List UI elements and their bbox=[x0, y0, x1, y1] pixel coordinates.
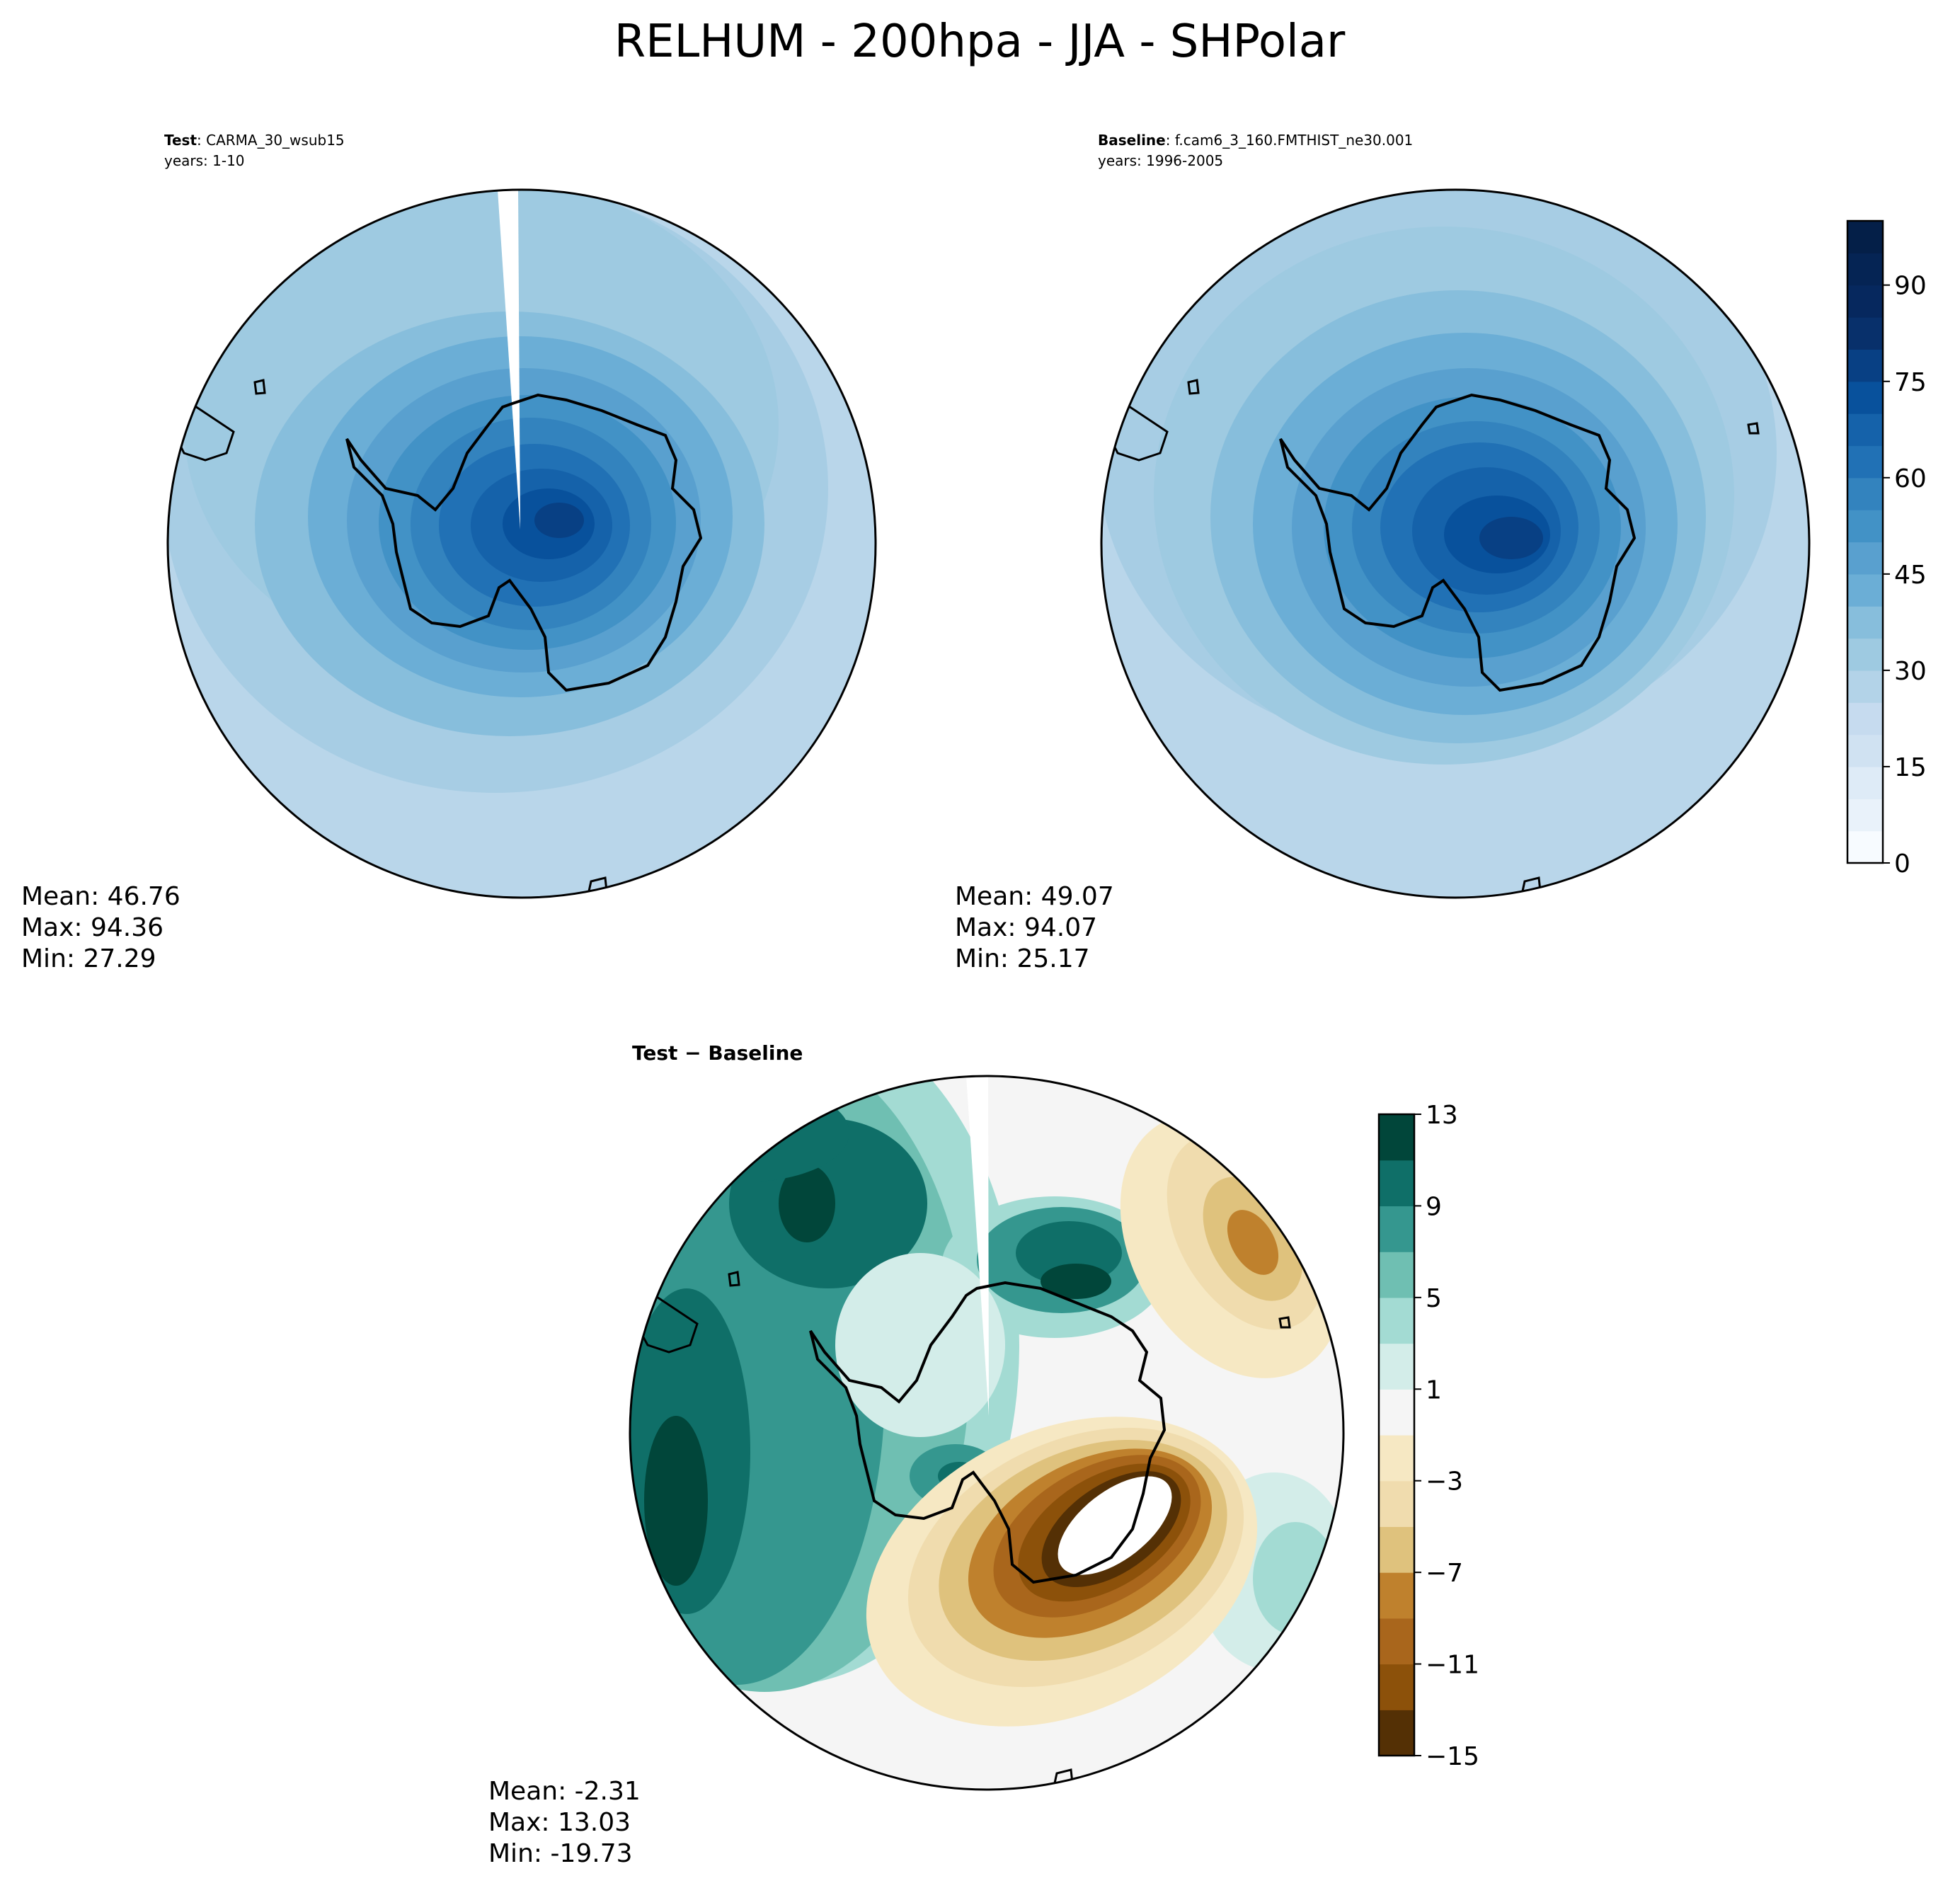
absolute-colorbar-segment bbox=[1847, 830, 1883, 864]
absolute-colorbar-tick-label: 45 bbox=[1894, 561, 1927, 590]
baseline-map bbox=[1101, 190, 1809, 898]
difference-colorbar-segment bbox=[1379, 1252, 1414, 1298]
absolute-colorbar: 0 15 30 45 60 75 90 bbox=[1846, 219, 1927, 879]
absolute-colorbar-segment bbox=[1847, 445, 1883, 479]
difference-colorbar-segment bbox=[1379, 1710, 1414, 1756]
difference-colorbar-segment bbox=[1379, 1343, 1414, 1390]
absolute-colorbar-frame bbox=[1846, 219, 1884, 864]
difference-colorbar-frame bbox=[1377, 1113, 1416, 1757]
absolute-colorbar-tick-label: 30 bbox=[1894, 657, 1927, 686]
absolute-colorbar-segment bbox=[1847, 670, 1883, 703]
absolute-colorbar-tick-label: 90 bbox=[1894, 272, 1927, 301]
difference-colorbar-segment bbox=[1379, 1160, 1414, 1207]
absolute-colorbar-segment bbox=[1847, 317, 1883, 350]
test-coastline bbox=[345, 393, 703, 692]
baseline-label-case: : f.cam6_3_160.FMTHIST_ne30.001 bbox=[1166, 132, 1414, 149]
difference-colorbar-tick-label: 13 bbox=[1426, 1101, 1458, 1130]
difference-coastline bbox=[809, 1281, 1167, 1584]
difference-colorbar-tick-label: 5 bbox=[1426, 1284, 1442, 1313]
difference-colorbar-segment bbox=[1379, 1572, 1414, 1619]
difference-colorbar-segment bbox=[1379, 1206, 1414, 1252]
test-label-bold: Test bbox=[164, 132, 197, 149]
absolute-colorbar-segment bbox=[1847, 285, 1883, 318]
absolute-colorbar-tick-label: 15 bbox=[1894, 753, 1927, 782]
difference-colorbar-segment bbox=[1379, 1664, 1414, 1710]
absolute-colorbar-segment bbox=[1847, 606, 1883, 639]
test-missing-wedge bbox=[498, 190, 520, 530]
absolute-colorbar-tick-label: 0 bbox=[1894, 849, 1910, 879]
absolute-colorbar-segment bbox=[1847, 734, 1883, 767]
difference-colorbar-tick-label: −3 bbox=[1426, 1468, 1463, 1497]
difference-colorbar-tick-label: −7 bbox=[1426, 1559, 1463, 1588]
test-panel: Test: CARMA_30_wsub15 years: 1-10 Mean: … bbox=[21, 132, 877, 973]
absolute-colorbar-segment bbox=[1847, 381, 1883, 414]
difference-map-boundary bbox=[629, 1075, 1345, 1791]
absolute-colorbar-segment bbox=[1847, 702, 1883, 736]
absolute-colorbar-segment bbox=[1847, 510, 1883, 543]
difference-colorbar-segment bbox=[1379, 1480, 1414, 1528]
baseline-coastline bbox=[1279, 393, 1637, 692]
absolute-colorbar-segment bbox=[1847, 253, 1883, 286]
difference-colorbar-segment bbox=[1379, 1526, 1414, 1573]
difference-colorbar-tick-label: 9 bbox=[1426, 1192, 1442, 1221]
test-panel-label: Test: CARMA_30_wsub15 bbox=[164, 132, 345, 149]
difference-map bbox=[630, 1076, 1343, 1790]
difference-colorbar: 13 9 5 1 −3 −7 −11 −15 bbox=[1377, 1101, 1479, 1771]
test-map-boundary bbox=[166, 188, 877, 899]
absolute-colorbar-segment bbox=[1847, 542, 1883, 575]
difference-colorbar-segment bbox=[1379, 1114, 1414, 1161]
test-label-case: : CARMA_30_wsub15 bbox=[197, 132, 345, 149]
absolute-colorbar-segment bbox=[1847, 573, 1883, 607]
difference-max: Max: 13.03 bbox=[488, 1808, 631, 1837]
figure-title: RELHUM - 200hpa - JJA - SHPolar bbox=[614, 16, 1346, 68]
difference-mean: Mean: -2.31 bbox=[488, 1777, 641, 1806]
baseline-map-boundary bbox=[1100, 188, 1811, 899]
difference-colorbar-segment bbox=[1379, 1297, 1414, 1344]
difference-min: Min: -19.73 bbox=[488, 1839, 633, 1868]
baseline-max: Max: 94.07 bbox=[955, 913, 1097, 942]
absolute-colorbar-segment bbox=[1847, 477, 1883, 510]
test-mean: Mean: 46.76 bbox=[21, 882, 180, 911]
baseline-years: years: 1996-2005 bbox=[1098, 152, 1223, 169]
absolute-colorbar-tick-label: 60 bbox=[1894, 464, 1927, 493]
difference-colorbar-segment bbox=[1379, 1389, 1414, 1436]
difference-colorbar-segment bbox=[1379, 1618, 1414, 1665]
absolute-colorbar-segment bbox=[1847, 799, 1883, 832]
difference-panel-label: Test − Baseline bbox=[632, 1041, 803, 1065]
difference-colorbar-segment bbox=[1379, 1435, 1414, 1482]
baseline-mean: Mean: 49.07 bbox=[955, 882, 1114, 911]
test-max: Max: 94.36 bbox=[21, 913, 164, 942]
absolute-colorbar-segment bbox=[1847, 221, 1883, 253]
test-min: Min: 27.29 bbox=[21, 944, 156, 973]
absolute-colorbar-tick-label: 75 bbox=[1894, 368, 1927, 397]
difference-panel: Test − Baseline bbox=[488, 1041, 1345, 1868]
test-map bbox=[168, 190, 876, 898]
difference-colorbar-tick-label: 1 bbox=[1426, 1375, 1442, 1404]
baseline-min: Min: 25.17 bbox=[955, 944, 1090, 973]
absolute-colorbar-segment bbox=[1847, 766, 1883, 799]
difference-colorbar-tick-label: −15 bbox=[1426, 1742, 1479, 1771]
baseline-panel-label: Baseline: f.cam6_3_160.FMTHIST_ne30.001 bbox=[1098, 132, 1413, 149]
absolute-colorbar-segment bbox=[1847, 638, 1883, 671]
difference-missing-wedge bbox=[966, 1076, 989, 1416]
difference-colorbar-tick-label: −11 bbox=[1426, 1651, 1479, 1680]
absolute-colorbar-segment bbox=[1847, 413, 1883, 447]
difference-below-range-area bbox=[1058, 1476, 1172, 1575]
test-years: years: 1-10 bbox=[164, 152, 245, 169]
baseline-label-bold: Baseline bbox=[1098, 132, 1166, 149]
absolute-colorbar-segment bbox=[1847, 349, 1883, 382]
baseline-panel: Baseline: f.cam6_3_160.FMTHIST_ne30.001 … bbox=[955, 132, 1811, 973]
